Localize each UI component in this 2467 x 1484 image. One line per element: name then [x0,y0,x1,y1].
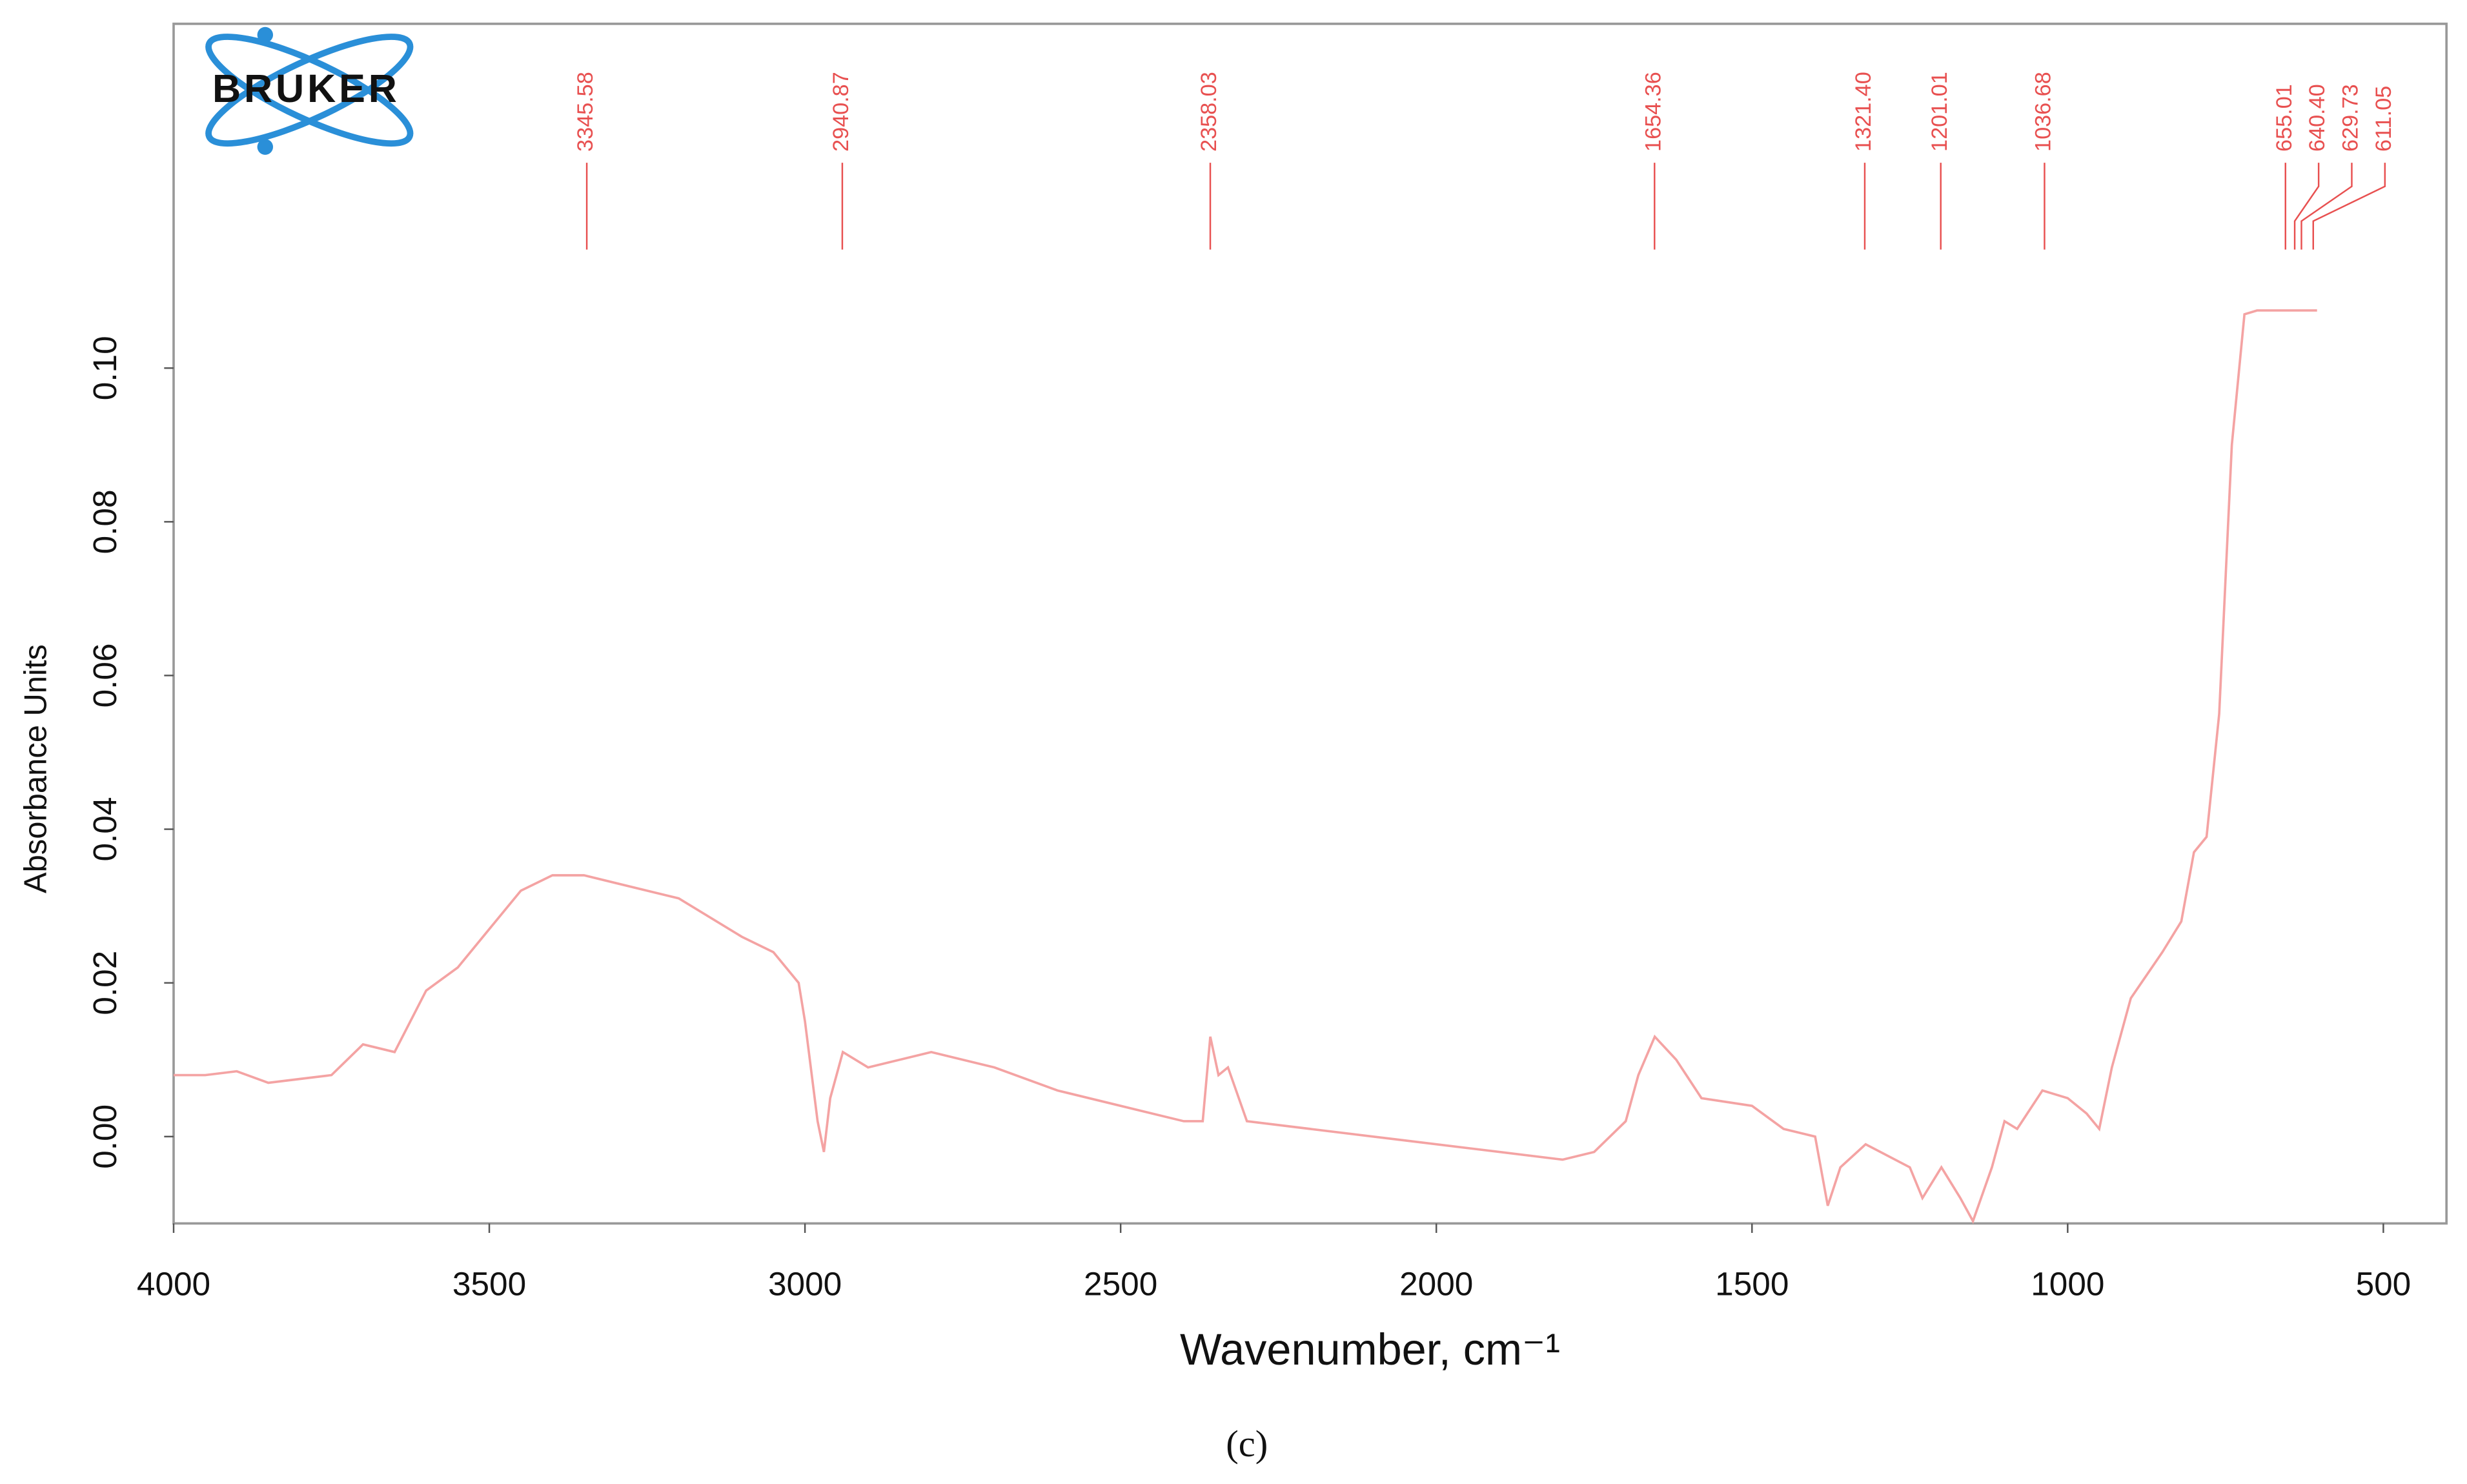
x-tick-label: 2000 [1399,1266,1473,1303]
y-tick-label: 0.02 [86,951,123,1015]
y-tick-label: 0.08 [86,489,123,554]
peak-label: 2940.87 [829,72,853,152]
peak-label: 2358.03 [1197,72,1221,152]
logo-orbit [205,34,414,147]
peak-marker [2300,163,2353,250]
x-axis-title: Wavenumber, cm⁻¹ [1180,1325,1560,1374]
y-tick-label: 0.06 [86,643,123,707]
spectrum-line [173,309,2317,1225]
logo-orbit [205,34,414,147]
plot-frame [172,23,2448,1225]
x-tick-label: 500 [2356,1266,2411,1303]
peak-label: 1201.01 [1927,72,1952,152]
logo-dot [257,26,274,43]
y-tick-label: 0.04 [86,797,123,862]
logo-text: BRUKER [212,66,400,110]
x-tick-label: 4000 [137,1266,210,1303]
peak-label: 1036.68 [2031,72,2056,152]
x-tick-label: 3500 [452,1266,526,1303]
y-axis-title: Absorbance Units [19,644,54,893]
peak-label: 640.40 [2305,84,2330,152]
peak-label: 1654.36 [1641,72,1665,152]
peak-label: 655.01 [2272,84,2297,152]
x-tick-label: 1000 [2031,1266,2104,1303]
logo-dot [257,139,274,155]
x-tick-label: 3000 [768,1266,842,1303]
logo: BRUKER [205,26,414,155]
y-tick-label: 0.00 [86,1104,123,1169]
y-tick-label: 0.10 [86,336,123,400]
x-tick-label: 2500 [1084,1266,1157,1303]
peak-marker [2312,163,2386,250]
peak-label: 3345.58 [573,72,598,152]
peak-label: 611.05 [2371,86,2396,152]
caption: (c) [1226,1423,1268,1465]
x-tick-label: 1500 [1715,1266,1789,1303]
peak-label: 629.73 [2339,84,2363,152]
peak-marker [2293,163,2320,250]
peak-label: 1321.40 [1851,72,1876,152]
